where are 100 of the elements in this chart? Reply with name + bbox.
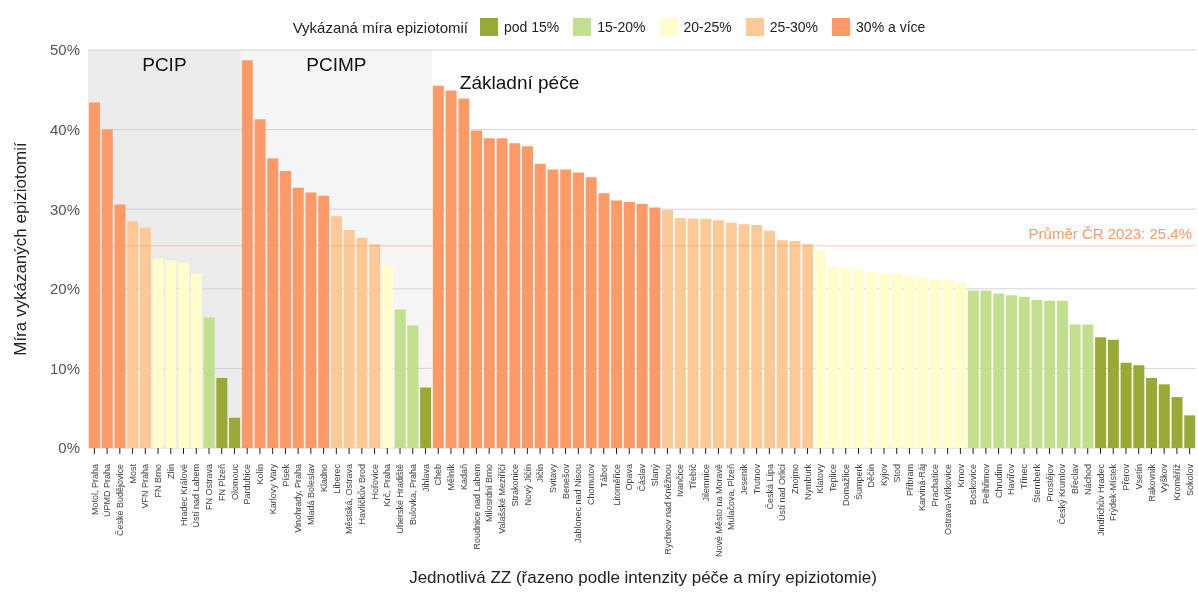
x-tick-label: FN Ostrava bbox=[204, 464, 215, 511]
x-tick-label: Slaný bbox=[649, 463, 660, 487]
y-tick-label: 20% bbox=[49, 280, 80, 298]
x-tick-label: Mělník bbox=[446, 463, 457, 491]
x-tick-label: Děčín bbox=[866, 464, 877, 488]
bar bbox=[280, 170, 292, 448]
x-tick-label: ÚPMD Praha bbox=[102, 464, 113, 518]
bar bbox=[216, 377, 228, 448]
x-tick-label: Rychnov nad Kněžnou bbox=[662, 464, 673, 555]
x-tick-label: Kyjov bbox=[879, 463, 890, 487]
x-tick-label: Boskovice bbox=[968, 464, 979, 506]
bar bbox=[127, 221, 139, 448]
bar bbox=[623, 202, 635, 448]
bar bbox=[572, 172, 584, 448]
legend-label: 30% a více bbox=[856, 19, 926, 35]
bar bbox=[865, 272, 877, 448]
x-tick-label: Prostějov bbox=[1044, 463, 1055, 502]
bar bbox=[763, 230, 775, 448]
bar bbox=[330, 216, 342, 448]
bar bbox=[292, 187, 304, 448]
bar bbox=[420, 387, 432, 448]
x-tick-label: Tábor bbox=[598, 464, 609, 488]
bar bbox=[1056, 300, 1068, 448]
x-tick-label: Teplice bbox=[828, 464, 839, 493]
x-tick-label: Vsetín bbox=[1133, 464, 1144, 490]
bar bbox=[89, 102, 100, 448]
bar bbox=[814, 250, 826, 448]
x-tick-label: Benešov bbox=[560, 463, 571, 500]
x-tick-label: Bulovka, Praha bbox=[407, 464, 418, 526]
x-tick-label: VFN Praha bbox=[140, 464, 151, 509]
bar bbox=[1107, 339, 1119, 448]
x-tick-label: Frýdek-Místek bbox=[1108, 463, 1119, 522]
x-tick-label: Nový Jičín bbox=[522, 464, 533, 506]
x-tick-label: Strakonice bbox=[509, 464, 520, 507]
x-tick-label: Chomutov bbox=[586, 463, 597, 506]
x-tick-label: Vyškov bbox=[1159, 463, 1170, 493]
x-tick-label: FN Brno bbox=[153, 464, 164, 498]
x-tick-label: Valašské Meziříčí bbox=[497, 463, 508, 534]
x-axis-title: Jednotlivá ZZ (řazeno podle intenzity péče a míry epiziotomie) bbox=[408, 568, 878, 588]
x-tick-label: Cheb bbox=[433, 464, 444, 486]
x-tick-label: Karlovy Vary bbox=[267, 463, 278, 515]
x-tick-label: Chrudim bbox=[993, 464, 1004, 499]
bar bbox=[1095, 337, 1107, 448]
legend-title: Vykázaná míra epiziotomií bbox=[292, 18, 468, 36]
x-tick-label: Opava bbox=[624, 464, 635, 491]
x-tick-label: Čáslav bbox=[637, 463, 648, 492]
x-tick-label: Pelhřimov bbox=[981, 463, 992, 505]
bar bbox=[674, 217, 686, 448]
y-axis-title: Míra vykázaných epiziotomií bbox=[11, 141, 31, 356]
bar bbox=[802, 244, 814, 448]
bar bbox=[178, 262, 190, 448]
legend-label: pod 15% bbox=[504, 19, 560, 35]
x-tick-label: Kladno bbox=[318, 464, 329, 493]
x-tick-label: Hradec Králové bbox=[178, 464, 189, 527]
x-tick-label: Třinec bbox=[1019, 463, 1030, 490]
x-tick-label: Liberec bbox=[331, 463, 342, 494]
x-tick-label: Rakovník bbox=[1146, 463, 1157, 502]
x-tick-label: Nové Město na Moravě bbox=[713, 464, 724, 558]
x-tick-label: Zlín bbox=[165, 464, 176, 480]
bar bbox=[369, 244, 381, 448]
x-tick-label: Šumperk bbox=[853, 463, 864, 501]
x-tick-label: Jablonec nad Nisou bbox=[573, 464, 584, 544]
bar bbox=[471, 130, 483, 448]
x-tick-label: Kroměříž bbox=[1172, 463, 1183, 501]
x-tick-label: Jilemnice bbox=[700, 464, 711, 502]
x-tick-label: Litoměřice bbox=[611, 464, 622, 506]
x-tick-label: Ústí nad Orlicí bbox=[777, 463, 788, 522]
x-tick-label: Stod bbox=[891, 464, 902, 483]
bar bbox=[1005, 295, 1017, 448]
bar bbox=[993, 293, 1005, 448]
x-tick-label: Motol, Praha bbox=[89, 464, 100, 516]
x-tick-label: Vinohrady, Praha bbox=[293, 464, 304, 533]
x-tick-label: Náchod bbox=[1082, 464, 1093, 496]
x-tick-label: Domažlice bbox=[840, 464, 851, 507]
x-tick-label: Třebíč bbox=[688, 463, 699, 490]
x-tick-label: České Budějovice bbox=[114, 464, 125, 537]
x-tick-label: Kadaň bbox=[458, 464, 469, 491]
x-tick-label: Městská, Ostrava bbox=[344, 464, 355, 535]
band-label: PCIMP bbox=[306, 54, 367, 76]
x-tick-label: Hořovice bbox=[369, 464, 380, 500]
bar bbox=[1146, 377, 1158, 448]
x-tick-label: Most bbox=[127, 463, 138, 484]
y-tick-label: 0% bbox=[58, 439, 80, 457]
x-tick-label: Jindřichův Hradec bbox=[1095, 463, 1106, 537]
x-tick-label: Příbram bbox=[904, 464, 915, 497]
band-label: PCIP bbox=[142, 54, 187, 76]
x-tick-label: Jeseník bbox=[739, 463, 750, 496]
legend-label: 25-30% bbox=[769, 19, 819, 35]
bar bbox=[713, 220, 725, 448]
x-tick-label: Roudnice nad Labem bbox=[471, 464, 482, 550]
x-tick-label: Trutnov bbox=[751, 463, 762, 495]
x-tick-label: Přerov bbox=[1121, 463, 1132, 491]
y-tick-label: 50% bbox=[49, 41, 80, 59]
legend-label: 15-20% bbox=[597, 19, 646, 35]
x-tick-label: Mladá Boleslav bbox=[306, 463, 317, 526]
x-tick-label: Jičín bbox=[535, 464, 546, 483]
bar bbox=[904, 276, 916, 448]
bar bbox=[522, 146, 534, 448]
ref-line-label: Průměr ČR 2023: 25.4% bbox=[1028, 224, 1192, 242]
x-tick-label: Havířov bbox=[1006, 463, 1017, 496]
